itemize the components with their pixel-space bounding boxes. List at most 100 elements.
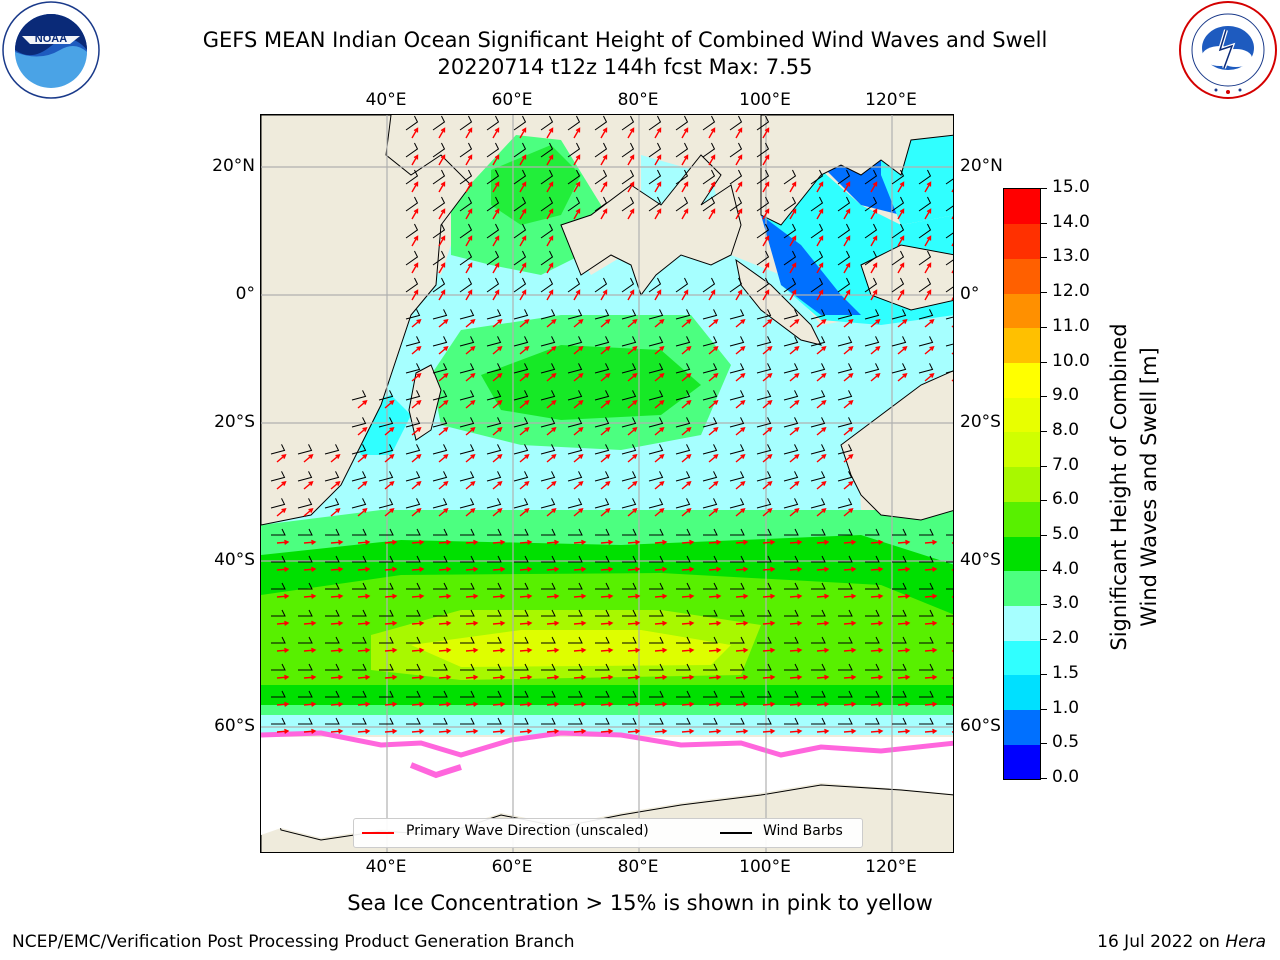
wave-direction-arrow [330,647,344,653]
wind-barb [621,277,635,293]
wave-direction-arrow [303,507,314,517]
colorbar-tick-mark [1041,326,1047,328]
wave-direction-arrow [681,372,692,382]
colorbar-tick-mark [1041,639,1047,641]
wind-barb [622,636,637,644]
wind-barb [459,390,475,401]
wind-barb [405,498,421,509]
wind-barb [540,390,556,401]
wind-barb [621,169,635,185]
wind-barb [433,663,448,671]
wave-direction-arrow [843,701,857,707]
wave-direction-arrow [708,620,722,626]
wave-direction-arrow [681,539,695,545]
wind-barb [379,609,394,617]
wave-direction-arrow [492,399,503,409]
map-subtitle: 20220714 t12z 144h fcst Max: 7.55 [437,55,813,79]
wind-barb [460,636,475,644]
wind-barb [621,196,635,212]
wind-barb [567,115,581,131]
wave-direction-arrow [303,539,317,545]
wind-barb [783,363,799,374]
wave-direction-arrow [708,127,716,139]
wind-barb [810,223,824,239]
wind-barb [837,277,851,293]
wave-direction-arrow [438,566,452,572]
wave-direction-arrow [735,154,743,166]
wind-barb [594,498,610,509]
wind-barb [783,196,797,212]
colorbar-tick-label: 11.0 [1052,315,1090,336]
wave-direction-arrow [573,208,581,220]
wind-barb [865,528,880,536]
wave-direction-arrow [843,372,854,382]
wave-direction-arrow [411,208,419,220]
wind-barb [702,309,718,320]
wind-barb [648,471,664,482]
wave-direction-arrow [303,620,317,626]
wave-direction-arrow [546,674,560,680]
wave-direction-arrow [816,345,827,355]
wave-direction-arrow [654,620,668,626]
wave-direction-arrow [600,399,611,409]
wave-direction-arrow [681,318,692,328]
wave-direction-arrow [330,620,344,626]
wave-direction-arrow [303,674,317,680]
wind-barb [649,717,664,725]
wave-direction-arrow [465,181,473,193]
wind-barb [271,717,286,725]
top-tick-label: 40°E [365,90,407,110]
wind-barb [540,417,556,428]
wave-direction-arrow [735,127,743,139]
wind-barb [513,309,529,320]
wind-barb [405,196,419,212]
colorbar-segment [1004,709,1040,745]
wind-barb [406,528,421,536]
wave-direction-arrow [897,539,911,545]
wave-direction-arrow [843,262,851,274]
wave-direction-arrow [843,235,851,247]
wave-direction-arrow [681,345,692,355]
wave-direction-arrow [465,507,476,517]
wind-barb [729,196,743,212]
wind-barb [595,528,610,536]
wave-direction-arrow [627,728,641,734]
wave-direction-arrow [519,647,533,653]
wave-direction-arrow [924,620,938,626]
wind-barb [865,636,880,644]
wind-barb [811,555,826,563]
wave-direction-arrow [492,728,506,734]
wind-barb [729,277,743,293]
wave-direction-arrow [654,480,665,490]
wave-direction-arrow [870,566,884,572]
wave-direction-arrow [411,372,422,382]
wind-barb [703,528,718,536]
wind-barb [621,444,637,455]
wave-direction-arrow [573,127,581,139]
wave-direction-arrow [627,289,635,301]
colorbar-segment [1004,327,1040,364]
wind-barb [621,390,637,401]
wind-barb [622,663,637,671]
wind-barb [432,223,446,239]
wind-barb [486,498,502,509]
colorbar-tick-mark [1041,257,1047,259]
wind-barb [487,528,502,536]
wind-barb [729,444,745,455]
wind-barb [756,309,772,320]
wave-direction-arrow [843,318,854,328]
wave-direction-arrow [681,181,689,193]
wind-barb [594,444,610,455]
wind-barb [756,363,772,374]
wave-direction-arrow [708,593,722,599]
colorbar-segment [1004,501,1040,537]
wave-direction-arrow [762,701,776,707]
wave-direction-arrow [411,453,422,463]
wave-direction-arrow [681,127,689,139]
wave-direction-arrow [330,507,341,517]
wave-direction-arrow [492,593,506,599]
colorbar-tick-label: 13.0 [1052,246,1090,267]
wave-direction-arrow [843,593,857,599]
wind-barb [837,417,853,428]
wind-barb [946,561,953,563]
